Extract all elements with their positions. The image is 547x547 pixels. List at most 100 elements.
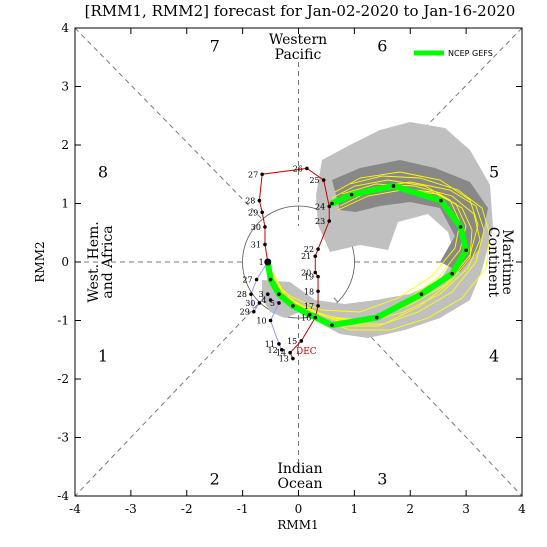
ensemble-mean-point — [391, 184, 396, 188]
day-label-4: 4 — [261, 296, 266, 305]
observed-point — [260, 210, 264, 215]
day-label-28: 28 — [245, 197, 255, 206]
ensemble-mean-point — [374, 315, 379, 320]
observed-point — [268, 318, 273, 323]
region-indian-ocean-line1: Indian — [277, 461, 322, 477]
observed-point — [260, 172, 264, 177]
observed-point — [327, 219, 332, 223]
region-western-pacific-line1: Western — [269, 32, 327, 48]
observed-point — [327, 204, 332, 209]
day-label-1: 1 — [259, 258, 264, 267]
observed-point — [254, 277, 259, 282]
phase-label-8: 8 — [98, 162, 108, 181]
observed-point — [305, 166, 309, 171]
y-tick-label: 0 — [61, 255, 69, 269]
x-tick-label: 3 — [462, 502, 470, 516]
region-labels: Western Pacific Indian Ocean West. Hem. … — [86, 32, 515, 492]
observed-point — [277, 301, 281, 305]
ensemble-mean-point — [268, 277, 273, 282]
day-label-29: 29 — [248, 208, 258, 217]
unit-circle — [242, 205, 355, 319]
ensemble-mean-point — [330, 323, 334, 327]
day-label-3: 3 — [259, 290, 264, 299]
day-label-25: 25 — [309, 176, 319, 185]
observed-point — [321, 178, 326, 182]
y-tick-label: -1 — [57, 314, 69, 328]
region-maritime-line1: Maritime — [499, 229, 515, 295]
observed-point — [313, 254, 318, 258]
region-indian-ocean-line2: Ocean — [278, 476, 323, 492]
region-west-hem-line2: and Africa — [100, 225, 116, 298]
observed-point — [252, 309, 256, 314]
observed-point — [263, 225, 267, 229]
ensemble-mean-point — [330, 201, 334, 206]
day-label-30: 30 — [251, 223, 261, 232]
observed-point — [249, 292, 253, 296]
region-maritime-line2: Continent — [485, 227, 501, 298]
day-label-20: 20 — [301, 269, 311, 278]
y-tick-label: 2 — [61, 138, 69, 152]
day-label-13: 13 — [279, 355, 289, 364]
y-tick-label: 3 — [61, 80, 69, 94]
month-label-dec: DEC — [296, 347, 317, 357]
y-axis-label: RMM2 — [33, 241, 47, 282]
legend-label: NCEP GEFS — [448, 49, 493, 58]
day-label-30: 30 — [245, 299, 255, 308]
day-label-17: 17 — [304, 302, 314, 311]
region-west-hem-line1: West. Hem. — [86, 221, 102, 302]
plot-area: 1314151617181920212223242526272829303112… — [74, 27, 523, 497]
ensemble-mean-point — [277, 292, 281, 296]
y-tick-label: -3 — [57, 431, 69, 445]
day-label-22: 22 — [304, 245, 314, 254]
observed-point — [316, 274, 320, 279]
x-tick-label: -1 — [237, 502, 249, 516]
phase-label-1: 1 — [98, 347, 108, 366]
observed-point — [313, 270, 318, 275]
diag-line-lower-left — [74, 297, 265, 497]
x-tick-label: 4 — [518, 502, 526, 516]
observed-point — [288, 350, 292, 355]
observed-point — [257, 198, 262, 203]
day-label-23: 23 — [315, 217, 325, 226]
ensemble-mean-point — [458, 225, 463, 229]
chart-title: [RMM1, RMM2] forecast for Jan-02-2020 to… — [85, 2, 516, 20]
x-axis: -4 -3 -2 -1 0 1 2 3 4 — [69, 28, 526, 516]
phase-label-6: 6 — [377, 37, 387, 56]
day-label-11: 11 — [265, 340, 275, 349]
observed-point — [316, 247, 320, 251]
ensemble-mean-point — [307, 312, 312, 317]
observed-point — [263, 242, 267, 247]
day-label-27: 27 — [242, 276, 252, 285]
day-label-31: 31 — [251, 240, 261, 249]
ensemble-mean-point — [450, 271, 454, 276]
x-tick-label: 0 — [295, 502, 303, 516]
day-label-14: 14 — [276, 349, 286, 358]
phase-label-5: 5 — [489, 162, 499, 181]
ensemble-mean-point — [439, 198, 443, 203]
start-point-marker — [264, 258, 272, 266]
observed-point — [316, 289, 320, 294]
ensemble-member-line — [267, 179, 461, 313]
observed-point — [277, 342, 281, 346]
day-label-5: 5 — [270, 299, 275, 308]
ensemble-mean-point — [464, 248, 468, 253]
x-tick-label: -2 — [181, 502, 193, 516]
phase-label-3: 3 — [377, 469, 387, 488]
day-label-21: 21 — [301, 252, 311, 261]
observed-point — [257, 301, 262, 305]
day-label-26: 26 — [293, 164, 303, 173]
day-label-16: 16 — [301, 314, 311, 323]
day-label-19: 19 — [304, 273, 314, 282]
observed-point — [279, 347, 284, 352]
region-western-pacific-line2: Pacific — [275, 47, 322, 63]
x-tick-label: 2 — [406, 502, 414, 516]
observed-point — [316, 304, 320, 308]
x-tick-label: -4 — [69, 502, 81, 516]
phase-label-7: 7 — [210, 37, 220, 56]
legend: NCEP GEFS — [414, 49, 493, 58]
phase-label-2: 2 — [210, 469, 220, 488]
observed-point — [265, 292, 270, 296]
day-label-12: 12 — [268, 346, 278, 355]
